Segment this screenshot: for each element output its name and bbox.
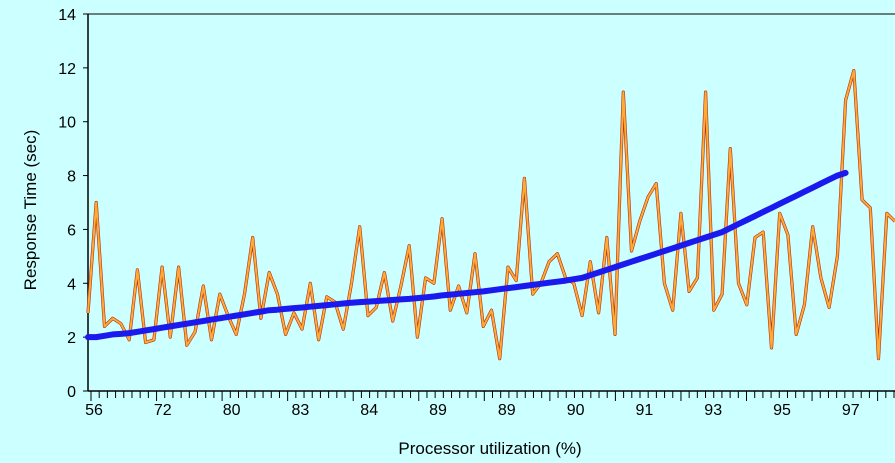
trend-series-line — [85, 169, 849, 341]
y-axis-title: Response Time (sec) — [21, 130, 40, 291]
y-tick-label: 2 — [67, 330, 76, 347]
x-tick-label: 72 — [154, 402, 172, 419]
series — [85, 68, 895, 361]
x-axis-title: Processor utilization (%) — [398, 439, 581, 458]
y-tick-label: 6 — [67, 222, 76, 239]
x-tick-label: 56 — [85, 402, 103, 419]
x-axis: 56 72 80 83 84 89 89 90 91 93 95 97 — [85, 390, 895, 419]
x-tick-label: 97 — [842, 402, 860, 419]
x-tick-label: 91 — [636, 402, 654, 419]
x-tick-label: 83 — [292, 402, 310, 419]
y-tick-label: 14 — [58, 7, 76, 24]
x-tick-label: 89 — [498, 402, 516, 419]
y-tick-label: 8 — [67, 169, 76, 186]
x-tick-label: 95 — [773, 402, 791, 419]
y-tick-label: 10 — [58, 115, 76, 132]
x-tick-label: 93 — [704, 402, 722, 419]
x-tick-label: 89 — [429, 402, 447, 419]
measured-series-line — [87, 69, 895, 360]
x-tick-label: 90 — [567, 402, 585, 419]
x-tick-label: 84 — [360, 402, 378, 419]
x-tick-label: 80 — [223, 402, 241, 419]
y-tick-label: 4 — [67, 276, 76, 293]
y-axis: 0 2 4 6 8 10 12 14 — [58, 7, 895, 401]
y-tick-label: 0 — [67, 384, 76, 401]
y-tick-label: 12 — [58, 61, 76, 78]
